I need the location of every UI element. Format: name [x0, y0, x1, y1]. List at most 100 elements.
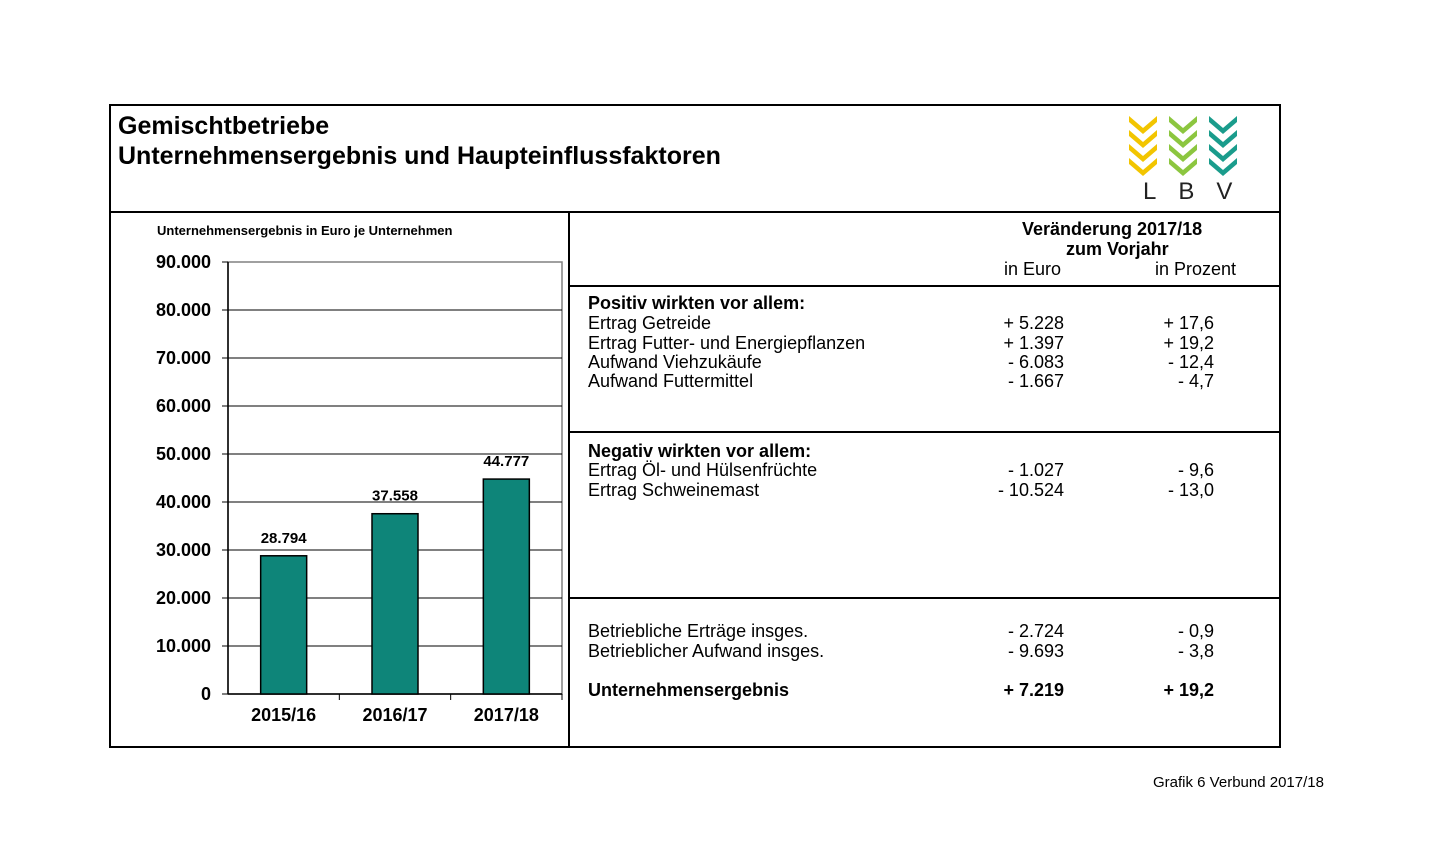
- row-euro: - 1.667: [1007, 371, 1064, 391]
- bar: [259, 555, 308, 695]
- row-percent: + 17,6: [1163, 313, 1214, 333]
- wheat-grain-icon: [1129, 158, 1143, 176]
- table-row: Aufwand Futtermittel - 1.667 - 4,7: [570, 371, 1279, 391]
- row-label: Aufwand Futtermittel: [588, 371, 754, 391]
- y-tick-label: 80.000: [156, 300, 211, 320]
- column-header-percent: in Prozent: [1155, 259, 1237, 279]
- table-subheading: zum Vorjahr: [1066, 239, 1169, 259]
- wheat-grain-icon: [1129, 144, 1143, 162]
- wheat-grain-icon: [1129, 116, 1143, 134]
- table-row-total: Unternehmensergebnis + 7.219 + 19,2: [570, 680, 1279, 700]
- table-header: Veränderung 2017/18 zum Vorjahr in Euro …: [570, 213, 1279, 287]
- wheat-grain-icon: [1223, 130, 1237, 148]
- row-label: Betrieblicher Aufwand insges.: [588, 641, 825, 661]
- bar-value-label: 28.794: [261, 530, 308, 547]
- row-percent: + 19,2: [1163, 333, 1214, 353]
- row-euro: + 1.397: [1003, 333, 1064, 353]
- row-euro: + 5.228: [1003, 313, 1064, 333]
- wheat-grain-icon: [1209, 116, 1223, 134]
- wheat-grain-icon: [1209, 158, 1223, 176]
- page-title: Gemischtbetriebe: [118, 112, 330, 140]
- row-percent: - 0,9: [1177, 621, 1214, 641]
- wheat-ear-icon: [1209, 116, 1237, 176]
- row-euro: - 1.027: [1007, 460, 1064, 480]
- y-tick-label: 90.000: [156, 252, 211, 272]
- wheat-grain-icon: [1169, 144, 1183, 162]
- wheat-grain-icon: [1223, 144, 1237, 162]
- wheat-grain-icon: [1169, 158, 1183, 176]
- bar-chart: 0 10.000 20.000 30.000 40.000 50.000 60.000 70.…: [156, 252, 563, 725]
- wheat-grain-icon: [1129, 130, 1143, 148]
- column-header-euro: in Euro: [1004, 259, 1062, 279]
- wheat-grain-icon: [1183, 116, 1197, 134]
- wheat-grain-icon: [1169, 116, 1183, 134]
- row-percent: - 3,8: [1177, 641, 1214, 661]
- positive-heading: Positiv wirkten vor allem:: [588, 293, 806, 313]
- wheat-grain-icon: [1183, 158, 1197, 176]
- row-euro: - 2.724: [1007, 621, 1064, 641]
- bar-value-label: 37.558: [372, 488, 418, 505]
- row-euro: + 7.219: [1003, 680, 1064, 700]
- negative-section: Negativ wirkten vor allem: Ertrag Öl- un…: [570, 433, 1279, 599]
- wheat-ear-icon: [1129, 116, 1157, 176]
- wheat-grain-icon: [1143, 158, 1157, 176]
- page-subtitle: Unternehmensergebnis und Haupteinflussfa…: [118, 142, 721, 170]
- wheat-logo-icon: [1129, 116, 1237, 176]
- row-label: Ertrag Öl- und Hülsenfrüchte: [588, 460, 818, 480]
- y-tick-label: 70.000: [156, 348, 211, 368]
- row-percent: - 9,6: [1177, 460, 1214, 480]
- footnote: Grafik 6 Verbund 2017/18: [1153, 774, 1324, 791]
- row-percent: + 19,2: [1163, 680, 1214, 700]
- factor-table: Veränderung 2017/18 zum Vorjahr in Euro …: [570, 213, 1279, 746]
- wheat-grain-icon: [1143, 116, 1157, 134]
- header: Gemischtbetriebe Unternehmensergebnis un…: [111, 106, 1279, 213]
- row-label: Ertrag Getreide: [588, 313, 712, 333]
- chart-title: Unternehmensergebnis in Euro je Unterneh…: [157, 223, 453, 238]
- row-label: Ertrag Futter- und Energiepflanzen: [588, 333, 866, 353]
- row-percent: - 4,7: [1177, 371, 1214, 391]
- table-heading: Veränderung 2017/18: [1022, 219, 1203, 239]
- table-row: Ertrag Schweinemast - 10.524 - 13,0: [570, 480, 1279, 500]
- table-row: Aufwand Viehzukäufe - 6.083 - 12,4: [570, 352, 1279, 372]
- y-tick-label: 60.000: [156, 396, 211, 416]
- figure-frame: Gemischtbetriebe Unternehmensergebnis un…: [109, 104, 1281, 748]
- row-label: Unternehmensergebnis: [588, 680, 790, 700]
- row-euro: - 10.524: [997, 480, 1064, 500]
- wheat-ear-icon: [1169, 116, 1197, 176]
- y-tick-label: 20.000: [156, 588, 211, 608]
- table-row: Ertrag Getreide + 5.228 + 17,6: [570, 313, 1279, 333]
- row-percent: - 12,4: [1167, 352, 1214, 372]
- row-label: Ertrag Schweinemast: [588, 480, 760, 500]
- bar-value-label: 44.777: [483, 453, 529, 470]
- row-euro: - 9.693: [1007, 641, 1064, 661]
- wheat-grain-icon: [1143, 130, 1157, 148]
- chart-panel: 0 10.000 20.000 30.000 40.000 50.000 60.000 70.…: [111, 213, 570, 746]
- wheat-grain-icon: [1169, 130, 1183, 148]
- row-percent: - 13,0: [1167, 480, 1214, 500]
- wheat-grain-icon: [1209, 144, 1223, 162]
- wheat-grain-icon: [1183, 130, 1197, 148]
- y-tick-label: 40.000: [156, 492, 211, 512]
- wheat-grain-icon: [1209, 130, 1223, 148]
- table-row: Ertrag Öl- und Hülsenfrüchte - 1.027 - 9…: [570, 460, 1279, 480]
- x-tick-label: 2015/16: [251, 705, 316, 725]
- wheat-grain-icon: [1223, 116, 1237, 134]
- positive-section: Positiv wirkten vor allem: Ertrag Getrei…: [570, 287, 1279, 433]
- wheat-grain-icon: [1143, 144, 1157, 162]
- wheat-grain-icon: [1183, 144, 1197, 162]
- y-tick-label: 50.000: [156, 444, 211, 464]
- row-label: Aufwand Viehzukäufe: [588, 352, 762, 372]
- x-tick-label: 2017/18: [474, 705, 539, 725]
- x-tick-label: 2016/17: [362, 705, 427, 725]
- table-row: Ertrag Futter- und Energiepflanzen + 1.3…: [570, 333, 1279, 353]
- totals-section: Betriebliche Erträge insges. - 2.724 - 0…: [570, 599, 1279, 746]
- y-tick-label: 0: [201, 684, 211, 704]
- row-euro: - 6.083: [1007, 352, 1064, 372]
- logo-text: LBV: [1143, 178, 1255, 205]
- wheat-grain-icon: [1223, 158, 1237, 176]
- table-row: Betrieblicher Aufwand insges. - 9.693 - …: [570, 641, 1279, 661]
- y-tick-label: 10.000: [156, 636, 211, 656]
- negative-heading: Negativ wirkten vor allem:: [588, 441, 812, 461]
- row-label: Betriebliche Erträge insges.: [588, 621, 809, 641]
- table-row: Betriebliche Erträge insges. - 2.724 - 0…: [570, 621, 1279, 641]
